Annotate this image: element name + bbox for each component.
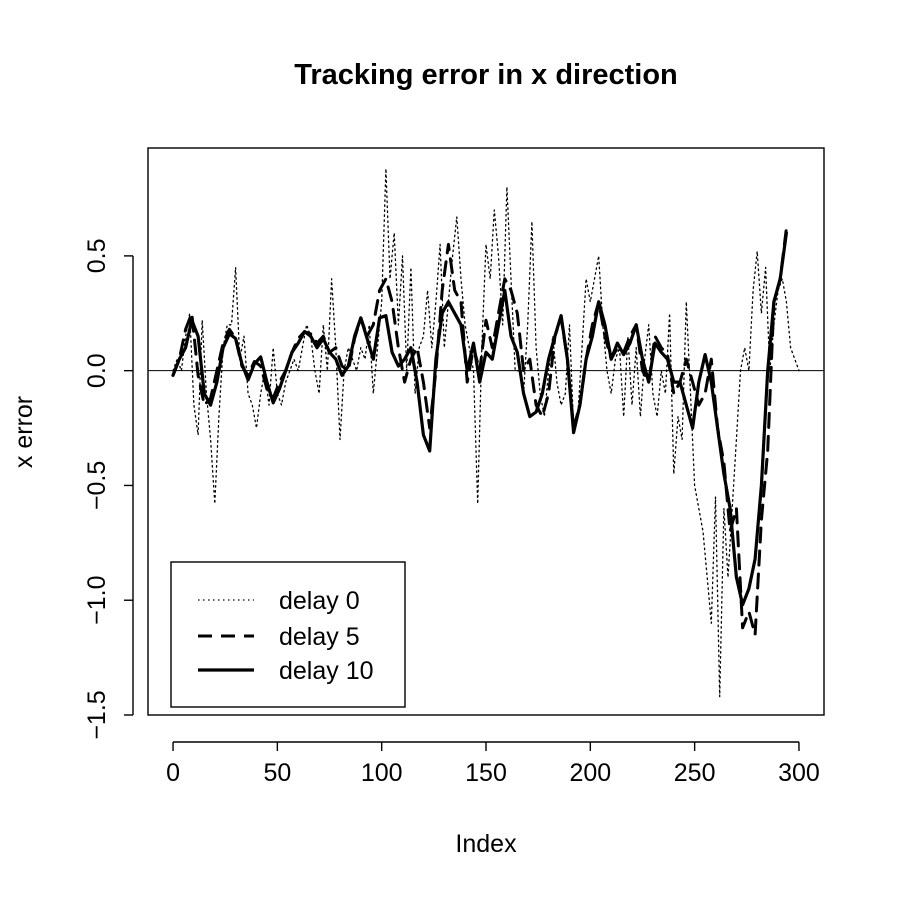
legend-label-delay-0: delay 0 xyxy=(279,587,360,615)
y-axis-label: x error xyxy=(10,396,38,468)
x-tick-label: 50 xyxy=(263,759,291,787)
plot-layer xyxy=(148,168,824,698)
chart-title: Tracking error in x direction xyxy=(294,59,678,91)
legend-label-delay-5: delay 5 xyxy=(279,623,360,651)
x-tick-label: 0 xyxy=(166,759,180,787)
x-tick-label: 200 xyxy=(569,759,611,787)
x-tick-label: 250 xyxy=(674,759,716,787)
y-tick-label: 0.0 xyxy=(83,353,111,388)
series-line-delay-5 xyxy=(171,226,788,637)
legend: delay 0 delay 5 delay 10 xyxy=(170,561,406,708)
axes-layer: 0 50 100 150 200 250 300 −1.5 −1.0 −0.5 0.0 0.5 xyxy=(83,239,820,787)
plot-frame xyxy=(147,147,825,716)
series-line-delay-10 xyxy=(171,231,789,607)
y-tick-label: 0.5 xyxy=(83,239,111,274)
x-tick-label: 150 xyxy=(465,759,507,787)
legend-label-delay-10: delay 10 xyxy=(279,657,374,685)
y-tick-label: −1.0 xyxy=(83,576,111,625)
x-axis-label: Index xyxy=(455,830,517,858)
y-tick-label: −0.5 xyxy=(83,461,111,510)
y-tick-label: −1.5 xyxy=(83,690,111,739)
x-tick-label: 100 xyxy=(361,759,403,787)
x-tick-label: 300 xyxy=(778,759,820,787)
